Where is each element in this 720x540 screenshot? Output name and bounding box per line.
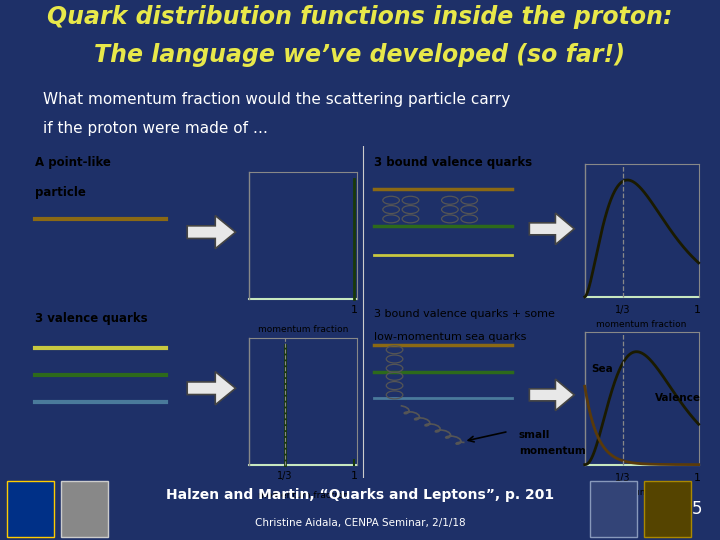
Text: 1/3: 1/3 [615,473,631,483]
Text: Sea: Sea [592,364,613,374]
Text: momentum fraction: momentum fraction [596,488,687,497]
Text: 5: 5 [691,500,702,518]
Polygon shape [529,213,575,245]
Text: 3 bound valence quarks: 3 bound valence quarks [374,156,532,169]
Polygon shape [187,215,235,249]
Text: What momentum fraction would the scattering particle carry: What momentum fraction would the scatter… [43,92,510,106]
Text: Halzen and Martin, “Quarks and Leptons”, p. 201: Halzen and Martin, “Quarks and Leptons”,… [166,488,554,502]
Text: momentum fraction: momentum fraction [258,491,348,500]
Text: Quark distribution functions inside the proton:: Quark distribution functions inside the … [48,5,672,30]
Text: 1: 1 [694,305,701,315]
Text: low-momentum sea quarks: low-momentum sea quarks [374,332,526,342]
Bar [61,481,108,537]
Text: A point-like: A point-like [35,156,111,169]
Text: 1: 1 [351,471,358,481]
Text: momentum fraction: momentum fraction [258,325,348,334]
Text: small: small [519,430,550,440]
Text: 1: 1 [694,473,701,483]
Text: 1: 1 [351,305,358,315]
Bar [590,481,637,537]
Text: momentum fraction: momentum fraction [596,320,687,329]
Text: 3 valence quarks: 3 valence quarks [35,312,148,325]
Text: Valence: Valence [655,393,701,403]
Text: 1/3: 1/3 [615,305,631,315]
Polygon shape [187,372,235,405]
Text: if the proton were made of …: if the proton were made of … [43,121,268,136]
Text: particle: particle [35,186,86,199]
Polygon shape [529,379,575,410]
Text: Christine Aidala, CENPA Seminar, 2/1/18: Christine Aidala, CENPA Seminar, 2/1/18 [255,518,465,528]
Bar [7,481,54,537]
Text: 3 bound valence quarks + some: 3 bound valence quarks + some [374,308,554,319]
Text: The language we’ve developed (so far!): The language we’ve developed (so far!) [94,43,626,68]
Text: 1/3: 1/3 [277,471,293,481]
Text: momentum: momentum [519,447,586,456]
Bar [644,481,691,537]
